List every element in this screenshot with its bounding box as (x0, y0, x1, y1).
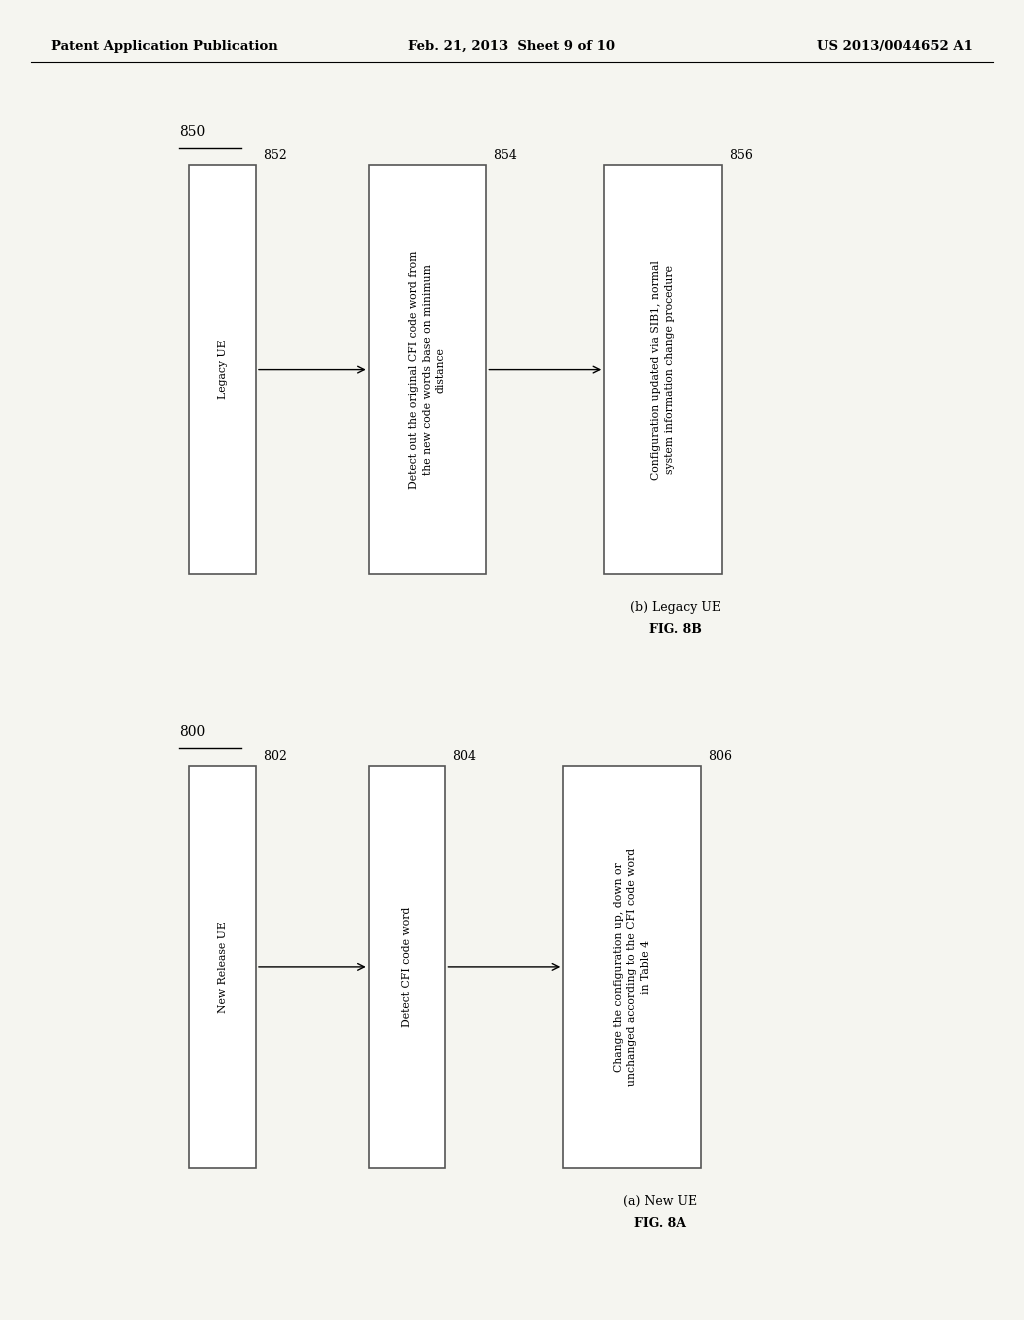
Text: FIG. 8A: FIG. 8A (635, 1217, 686, 1230)
Text: Detect out the original CFI code word from
the new code words base on minimum
di: Detect out the original CFI code word fr… (410, 251, 445, 488)
Bar (189, 165, 256, 574)
Text: Configuration updated via SIB1, normal
system information change procedure: Configuration updated via SIB1, normal s… (651, 260, 675, 479)
Text: US 2013/0044652 A1: US 2013/0044652 A1 (817, 40, 973, 53)
Text: 850: 850 (179, 124, 206, 139)
Bar (369, 766, 445, 1168)
Text: Change the configuration up, down or
unchanged according to the CFI code word
in: Change the configuration up, down or unc… (614, 847, 650, 1086)
Text: Feb. 21, 2013  Sheet 9 of 10: Feb. 21, 2013 Sheet 9 of 10 (409, 40, 615, 53)
Text: 800: 800 (179, 725, 206, 739)
Text: FIG. 8B: FIG. 8B (649, 623, 702, 636)
Bar (563, 766, 701, 1168)
Bar (604, 165, 722, 574)
Bar (369, 165, 486, 574)
Text: Legacy UE: Legacy UE (218, 339, 227, 400)
Text: 806: 806 (709, 750, 732, 763)
Text: Patent Application Publication: Patent Application Publication (51, 40, 278, 53)
Text: 852: 852 (263, 149, 287, 162)
Text: (b) Legacy UE: (b) Legacy UE (631, 601, 721, 614)
Text: 856: 856 (729, 149, 753, 162)
Text: 854: 854 (494, 149, 517, 162)
Text: New Release UE: New Release UE (218, 921, 227, 1012)
Text: 802: 802 (263, 750, 287, 763)
Text: (a) New UE: (a) New UE (624, 1195, 697, 1208)
Bar (189, 766, 256, 1168)
Text: Detect CFI code word: Detect CFI code word (402, 907, 412, 1027)
Text: 804: 804 (453, 750, 476, 763)
